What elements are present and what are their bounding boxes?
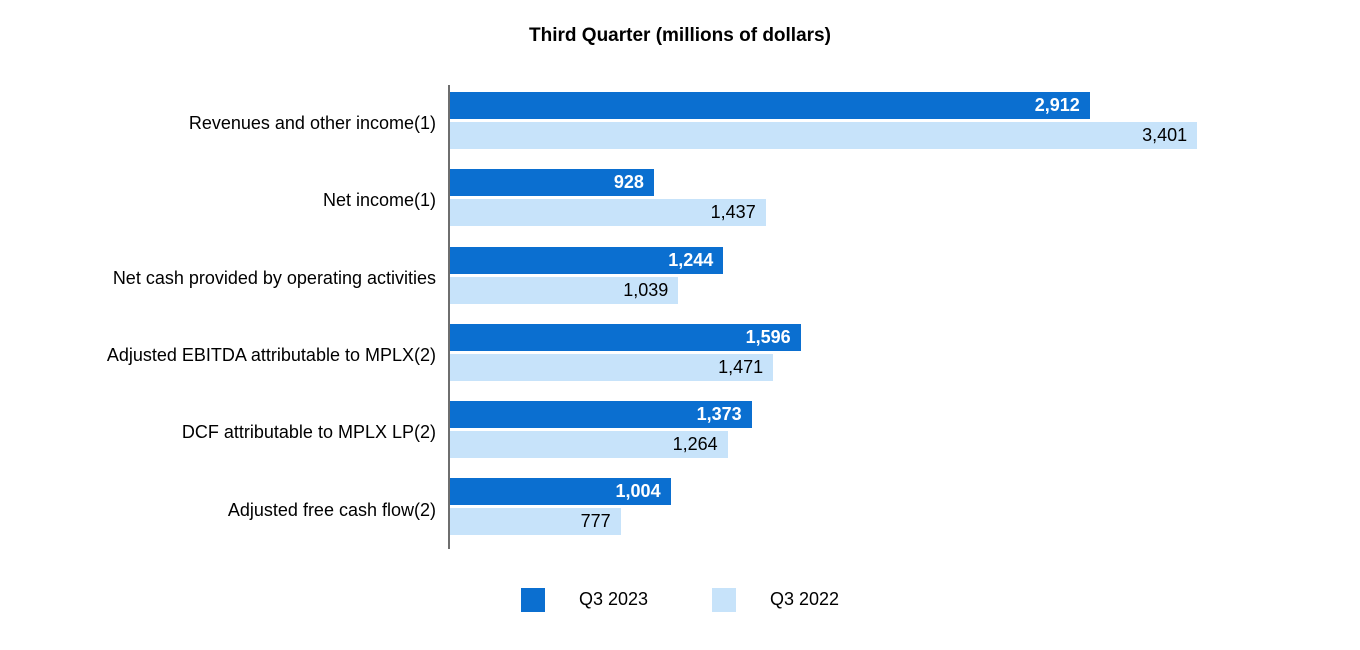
legend-item-q3-2022: Q3 2022 — [712, 587, 840, 612]
legend-label-q3-2023: Q3 2023 — [578, 589, 648, 610]
category-label: Net cash provided by operating activitie… — [112, 267, 436, 288]
legend-item-q3-2023: Q3 2023 — [520, 587, 648, 612]
category-label: DCF attributable to MPLX LP(2) — [181, 422, 436, 443]
legend-swatch-q3-2023 — [520, 587, 545, 612]
category-label: Revenues and other income(1) — [188, 113, 436, 134]
bar-value-label: 3,401 — [1142, 125, 1188, 145]
legend-swatch-q3-2022 — [712, 587, 736, 612]
bar-value-label: 1,264 — [672, 434, 718, 455]
chart-row: Adjusted free cash flow(2) 1,004 777 — [0, 471, 1360, 549]
category-label: Adjusted free cash flow(2) — [227, 499, 436, 520]
plot: Revenues and other income(1) 2,912 3,401… — [0, 85, 1360, 549]
bar-value-label: 1,596 — [745, 326, 791, 347]
chart-row: Revenues and other income(1) 2,912 3,401 — [0, 85, 1360, 163]
bar-group: 2,912 3,401 — [448, 85, 1360, 163]
legend: Q3 2023 Q3 2022 — [0, 587, 1360, 612]
bar-group: 1,004 777 — [448, 471, 1360, 549]
bar-value-label: 777 — [580, 511, 611, 532]
bar-value-label: 2,912 — [1034, 95, 1080, 115]
bar-group: 1,596 1,471 — [448, 316, 1360, 395]
chart-row: Net income(1) 928 1,437 — [0, 162, 1360, 240]
category-label: Adjusted EBITDA attributable to MPLX(2) — [106, 345, 436, 366]
bar-value-label: 928 — [613, 172, 644, 193]
bar-q3-2022: 1,471 — [450, 353, 774, 381]
bar-group: 1,373 1,264 — [448, 394, 1360, 472]
bar-q3-2023: 1,244 — [450, 246, 724, 274]
bar-q3-2023: 1,004 — [450, 478, 671, 506]
bar-value-label: 1,471 — [718, 356, 764, 377]
chart-row: Net cash provided by operating activitie… — [0, 239, 1360, 317]
chart-row: Adjusted EBITDA attributable to MPLX(2) … — [0, 316, 1360, 395]
bar-value-label: 1,373 — [696, 404, 742, 425]
bar-q3-2022: 3,401 — [450, 122, 1198, 149]
bar-q3-2023: 928 — [450, 169, 654, 197]
bar-q3-2022: 777 — [450, 508, 621, 536]
bar-q3-2023: 1,373 — [450, 401, 752, 429]
legend-label-q3-2022: Q3 2022 — [770, 589, 840, 610]
bar-q3-2023: 2,912 — [450, 92, 1090, 119]
bar-value-label: 1,437 — [710, 202, 756, 223]
bar-value-label: 1,244 — [668, 249, 714, 270]
chart-title: Third Quarter (millions of dollars) — [529, 25, 831, 46]
chart-row: DCF attributable to MPLX LP(2) 1,373 1,2… — [0, 394, 1360, 472]
bar-group: 928 1,437 — [448, 162, 1360, 240]
category-label: Net income(1) — [322, 190, 436, 211]
bar-group: 1,244 1,039 — [448, 239, 1360, 317]
bar-q3-2022: 1,437 — [450, 199, 766, 227]
bar-q3-2023: 1,596 — [450, 323, 801, 351]
bar-q3-2022: 1,039 — [450, 276, 679, 304]
bar-value-label: 1,004 — [615, 481, 661, 502]
bar-value-label: 1,039 — [623, 279, 669, 300]
bar-q3-2022: 1,264 — [450, 431, 728, 459]
